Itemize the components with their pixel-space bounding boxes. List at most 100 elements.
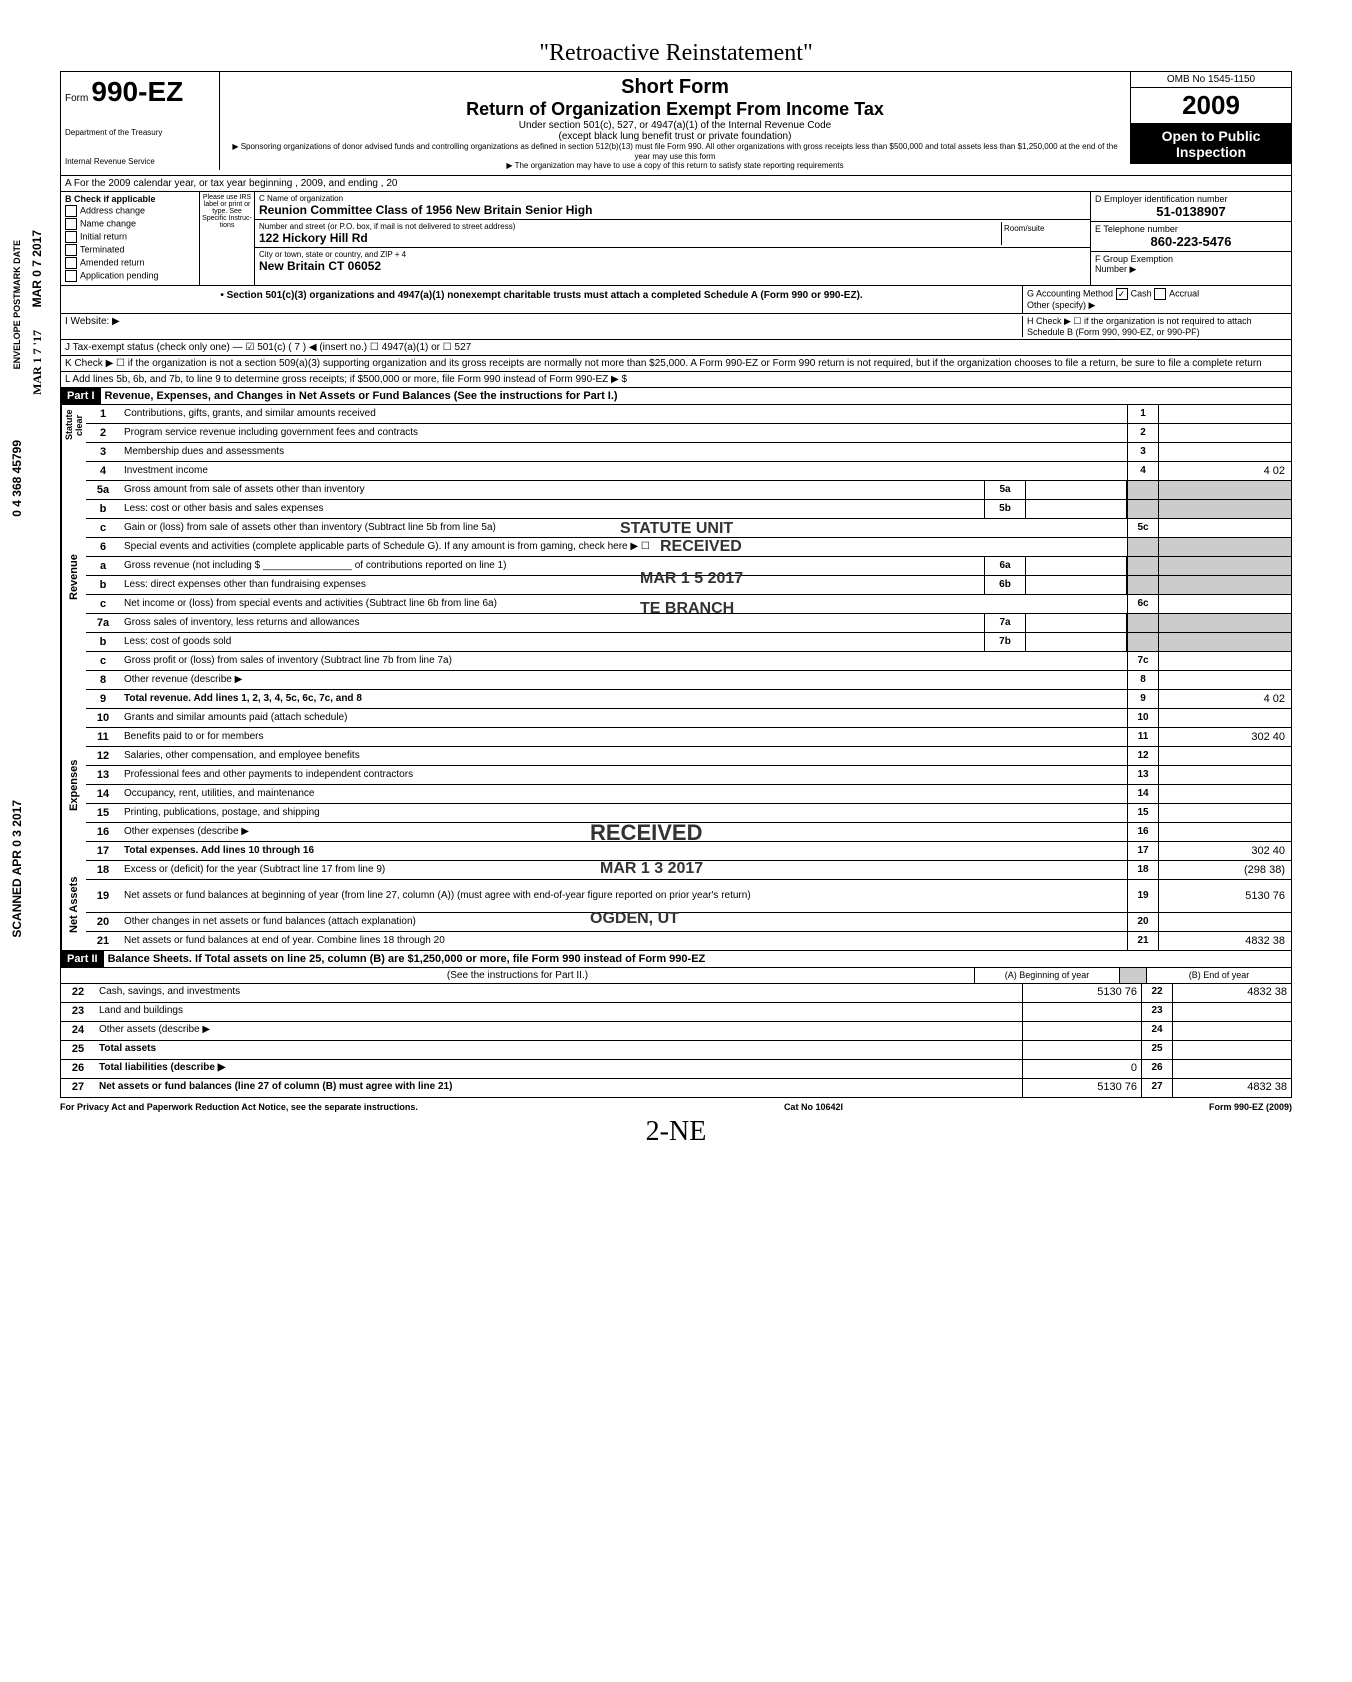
chk-initial-return[interactable]: Initial return: [65, 231, 195, 243]
ein-label: D Employer identification number: [1095, 194, 1287, 204]
line-15: Printing, publications, postage, and shi…: [120, 805, 1127, 820]
form-prefix: Form: [65, 93, 88, 104]
val-19: 5130 76: [1158, 880, 1291, 912]
grp-number-label: Number ▶: [1095, 264, 1287, 275]
part1-table: Statute clear Revenue Expenses Net Asset…: [60, 405, 1292, 951]
handwritten-bottom: 2-NE: [60, 1116, 1292, 1148]
chk-app-pending[interactable]: Application pending: [65, 270, 195, 282]
bal-26a: 0: [1022, 1060, 1141, 1078]
line-6: Special events and activities (complete …: [120, 539, 1127, 554]
tel-label: E Telephone number: [1095, 224, 1287, 234]
return-title: Return of Organization Exempt From Incom…: [228, 99, 1122, 120]
line-12: Salaries, other compensation, and employ…: [120, 748, 1127, 763]
j-tax-exempt: J Tax-exempt status (check only one) — ☑…: [61, 340, 1291, 356]
bal-25: Total assets: [95, 1041, 1022, 1059]
line-20: Other changes in net assets or fund bala…: [120, 914, 1127, 929]
open-public-1: Open to Public: [1135, 128, 1287, 144]
l-gross-receipts: L Add lines 5b, 6b, and 7b, to line 9 to…: [61, 372, 1291, 387]
part2-title: Balance Sheets. If Total assets on line …: [104, 951, 1291, 967]
chk-amended[interactable]: Amended return: [65, 257, 195, 269]
line-10: Grants and similar amounts paid (attach …: [120, 710, 1127, 725]
line-2: Program service revenue including govern…: [120, 425, 1127, 440]
margin-stamp-postmark: ENVELOPE POSTMARK DATE: [12, 240, 22, 369]
line-4: Investment income: [120, 463, 1127, 478]
bal-27b: 4832 38: [1172, 1079, 1291, 1097]
val-18: (298 38): [1158, 861, 1291, 879]
entity-info-block: B Check if applicable Address change Nam…: [60, 192, 1292, 286]
margin-stamp-mar17: MAR 1 7 '17: [30, 330, 45, 395]
val-17: 302 40: [1158, 842, 1291, 860]
line-16: Other expenses (describe ▶: [120, 824, 1127, 839]
part2-col-b: (B) End of year: [1146, 968, 1291, 983]
val-21: 4832 38: [1158, 932, 1291, 950]
footer-mid: Cat No 10642I: [784, 1102, 843, 1112]
section-501c3-note: • Section 501(c)(3) organizations and 49…: [61, 286, 1022, 313]
vlabel-statute: Statute clear: [61, 405, 86, 445]
i-website: I Website: ▶: [65, 316, 1022, 337]
footer-right: Form 990-EZ (2009): [1209, 1102, 1292, 1112]
chk-cash[interactable]: ✓: [1116, 288, 1128, 300]
handwritten-title: "Retroactive Reinstatement": [60, 40, 1292, 67]
vlabel-net-assets: Net Assets: [61, 860, 86, 950]
line-8: Other revenue (describe ▶: [120, 672, 1127, 687]
chk-terminated[interactable]: Terminated: [65, 244, 195, 256]
val-9: 4 02: [1158, 690, 1291, 708]
line-6b: Less: direct expenses other than fundrai…: [120, 577, 984, 592]
grp-label: F Group Exemption: [1095, 254, 1287, 264]
chk-address-change[interactable]: Address change: [65, 205, 195, 217]
margin-stamp-numbers: 0 4 368 45799: [10, 440, 24, 517]
line-17: Total expenses. Add lines 10 through 16: [120, 843, 1127, 858]
form-number: 990-EZ: [91, 76, 183, 107]
h-check-label: H Check ▶ ☐ if the organization is not r…: [1022, 316, 1287, 337]
line-7c: Gross profit or (loss) from sales of inv…: [120, 653, 1127, 668]
val-4: 4 02: [1158, 462, 1291, 480]
tel-value: 860-223-5476: [1095, 234, 1287, 249]
vlabel-expenses: Expenses: [61, 710, 86, 860]
line-6c: Net income or (loss) from special events…: [120, 596, 1127, 611]
org-name: Reunion Committee Class of 1956 New Brit…: [259, 203, 1086, 217]
g-accounting-label: G Accounting Method: [1027, 288, 1113, 298]
margin-stamp-mar07: MAR 0 7 2017: [30, 230, 44, 307]
chk-accrual[interactable]: [1154, 288, 1166, 300]
omb-number: OMB No 1545-1150: [1131, 72, 1291, 88]
bal-22a: 5130 76: [1022, 984, 1141, 1002]
line-5a: Gross amount from sale of assets other t…: [120, 482, 984, 497]
part2-see: (See the instructions for Part II.): [61, 968, 974, 983]
chk-name-change[interactable]: Name change: [65, 218, 195, 230]
dept-irs: Internal Revenue Service: [65, 157, 215, 166]
part2-table: (See the instructions for Part II.) (A) …: [60, 968, 1292, 1098]
line-7b: Less: cost of goods sold: [120, 634, 984, 649]
line-9: Total revenue. Add lines 1, 2, 3, 4, 5c,…: [120, 691, 1127, 706]
bal-24: Other assets (describe ▶: [95, 1022, 1022, 1040]
line-7a: Gross sales of inventory, less returns a…: [120, 615, 984, 630]
line-14: Occupancy, rent, utilities, and maintena…: [120, 786, 1127, 801]
line-1: Contributions, gifts, grants, and simila…: [120, 406, 1127, 421]
k-check: K Check ▶ ☐ if the organization is not a…: [61, 356, 1291, 372]
part1-title: Revenue, Expenses, and Changes in Net As…: [101, 388, 1291, 404]
form-header: Form 990-EZ Department of the Treasury I…: [60, 71, 1292, 176]
tax-year: 2009: [1131, 88, 1291, 124]
subtitle2: (except black lung benefit trust or priv…: [228, 131, 1122, 142]
line-11: Benefits paid to or for members: [120, 729, 1127, 744]
vlabel-revenue: Revenue: [61, 445, 86, 710]
line-3: Membership dues and assessments: [120, 444, 1127, 459]
row-a-period: A For the 2009 calendar year, or tax yea…: [60, 176, 1292, 192]
ein-value: 51-0138907: [1095, 204, 1287, 219]
bal-27: Net assets or fund balances (line 27 of …: [95, 1079, 1022, 1097]
part2-label: Part II: [61, 951, 104, 967]
short-form-label: Short Form: [228, 76, 1122, 99]
room-label: Room/suite: [1004, 224, 1084, 233]
line-5c: Gain or (loss) from sale of assets other…: [120, 520, 1127, 535]
street-value: 122 Hickory Hill Rd: [259, 231, 1001, 245]
dept-treasury: Department of the Treasury: [65, 128, 215, 137]
line-13: Professional fees and other payments to …: [120, 767, 1127, 782]
bal-27a: 5130 76: [1022, 1079, 1141, 1097]
line-6a: Gross revenue (not including $ _________…: [120, 558, 984, 573]
g-other-label: Other (specify) ▶: [1027, 300, 1287, 311]
header-note2: ▶ The organization may have to use a cop…: [228, 161, 1122, 171]
part1-label: Part I: [61, 388, 101, 404]
col-instructions: Please use IRS label or print or type. S…: [200, 192, 255, 285]
street-label: Number and street (or P.O. box, if mail …: [259, 222, 1001, 231]
margin-stamp-scanned: SCANNED APR 0 3 2017: [10, 800, 24, 938]
city-label: City or town, state or country, and ZIP …: [259, 250, 1086, 259]
